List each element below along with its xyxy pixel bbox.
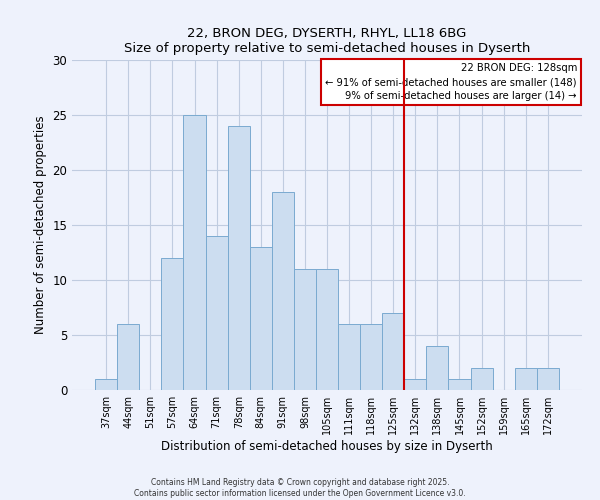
Bar (448, 379, 470, 390)
Bar (515, 368, 537, 390)
Bar (272, 192, 294, 390)
Bar (382, 313, 404, 390)
Bar (427, 346, 448, 390)
Bar (95, 379, 117, 390)
Text: 22 BRON DEG: 128sqm
← 91% of semi-detached houses are smaller (148)
9% of semi-d: 22 BRON DEG: 128sqm ← 91% of semi-detach… (325, 64, 577, 102)
Bar (206, 236, 227, 390)
Bar (404, 379, 427, 390)
Bar (227, 126, 250, 390)
Bar (117, 324, 139, 390)
Bar (161, 258, 184, 390)
Bar (537, 368, 559, 390)
Bar (338, 324, 360, 390)
X-axis label: Distribution of semi-detached houses by size in Dyserth: Distribution of semi-detached houses by … (161, 440, 493, 453)
Text: Contains HM Land Registry data © Crown copyright and database right 2025.
Contai: Contains HM Land Registry data © Crown c… (134, 478, 466, 498)
Y-axis label: Number of semi-detached properties: Number of semi-detached properties (34, 116, 47, 334)
Bar (470, 368, 493, 390)
Title: 22, BRON DEG, DYSERTH, RHYL, LL18 6BG
Size of property relative to semi-detached: 22, BRON DEG, DYSERTH, RHYL, LL18 6BG Si… (124, 26, 530, 54)
Bar (294, 269, 316, 390)
Bar (360, 324, 382, 390)
Bar (250, 247, 272, 390)
Bar (184, 115, 206, 390)
Bar (316, 269, 338, 390)
